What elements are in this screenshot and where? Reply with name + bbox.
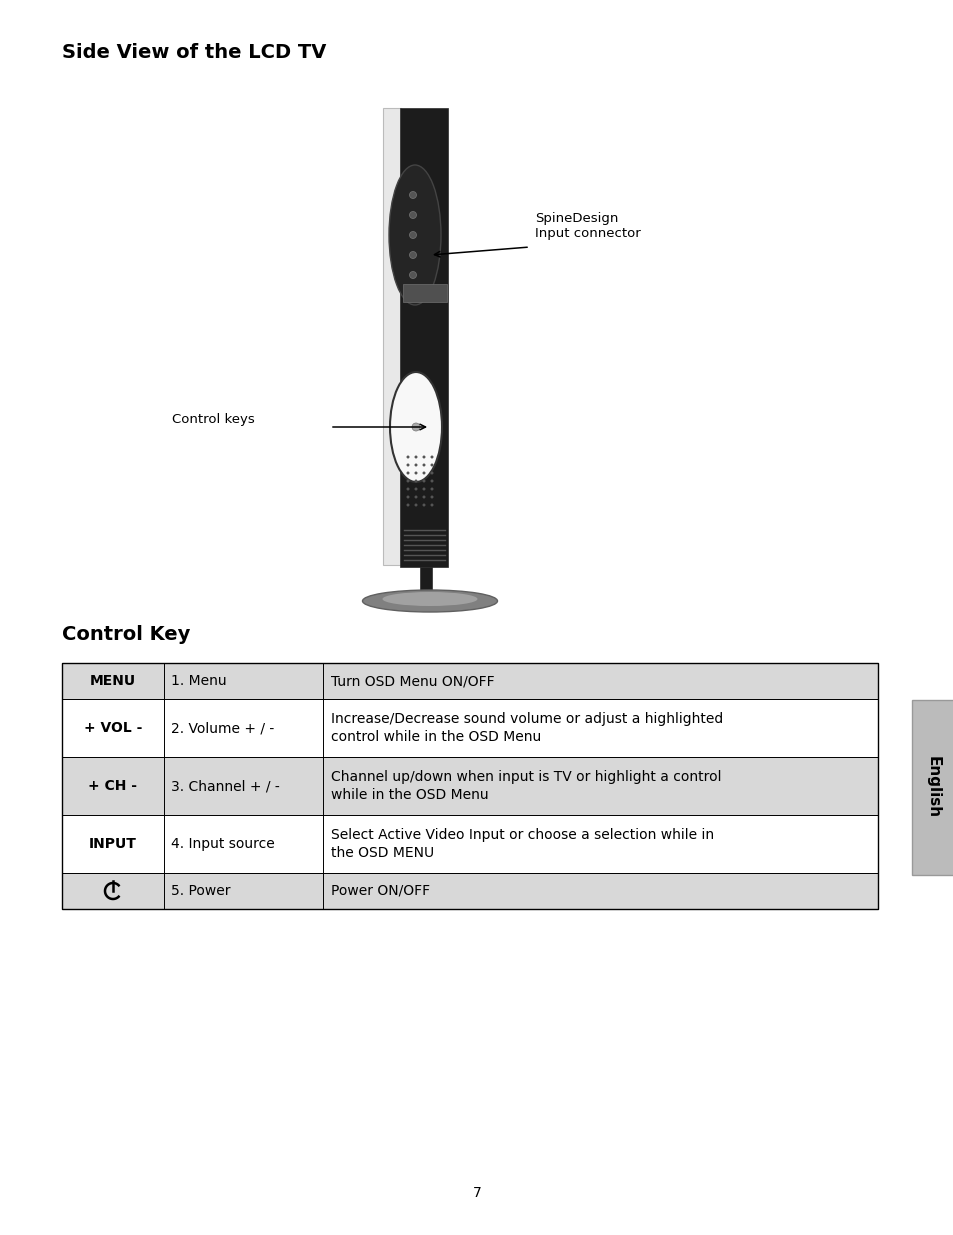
Circle shape xyxy=(406,472,409,474)
Circle shape xyxy=(422,504,425,506)
Ellipse shape xyxy=(362,590,497,613)
Text: Control keys: Control keys xyxy=(172,412,254,426)
Circle shape xyxy=(412,424,419,431)
Text: 5. Power: 5. Power xyxy=(171,884,231,898)
Text: Power ON/OFF: Power ON/OFF xyxy=(331,884,430,898)
Text: Control Key: Control Key xyxy=(62,625,191,643)
Circle shape xyxy=(406,488,409,490)
Bar xyxy=(402,284,447,303)
Circle shape xyxy=(422,456,425,458)
Ellipse shape xyxy=(390,372,441,482)
Circle shape xyxy=(422,479,425,483)
Text: 2. Volume + / -: 2. Volume + / - xyxy=(171,721,274,735)
Ellipse shape xyxy=(389,165,440,305)
Circle shape xyxy=(406,456,409,458)
Text: MENU: MENU xyxy=(90,674,136,688)
Circle shape xyxy=(430,488,433,490)
Text: Select Active Video Input or choose a selection while in
the OSD MENU: Select Active Video Input or choose a se… xyxy=(331,827,714,861)
Text: English: English xyxy=(924,756,940,819)
Circle shape xyxy=(414,456,417,458)
Circle shape xyxy=(406,479,409,483)
Bar xyxy=(62,873,877,909)
Text: 4. Input source: 4. Input source xyxy=(171,837,274,851)
Circle shape xyxy=(406,463,409,467)
Circle shape xyxy=(414,495,417,499)
Text: + VOL -: + VOL - xyxy=(84,721,142,735)
Circle shape xyxy=(422,472,425,474)
Text: SpineDesign
Input connector: SpineDesign Input connector xyxy=(535,212,640,240)
Circle shape xyxy=(406,495,409,499)
Circle shape xyxy=(422,463,425,467)
Bar xyxy=(62,757,877,815)
Circle shape xyxy=(430,479,433,483)
Circle shape xyxy=(430,504,433,506)
Bar xyxy=(62,699,877,757)
Bar xyxy=(62,663,877,909)
Circle shape xyxy=(414,472,417,474)
Circle shape xyxy=(414,479,417,483)
Circle shape xyxy=(409,272,416,279)
Circle shape xyxy=(409,211,416,219)
Text: 7: 7 xyxy=(472,1186,481,1200)
Circle shape xyxy=(430,463,433,467)
Bar xyxy=(382,107,400,564)
Bar xyxy=(62,815,877,873)
Circle shape xyxy=(414,463,417,467)
Circle shape xyxy=(409,252,416,258)
Circle shape xyxy=(422,495,425,499)
Text: INPUT: INPUT xyxy=(89,837,137,851)
Circle shape xyxy=(409,191,416,199)
Circle shape xyxy=(430,495,433,499)
Circle shape xyxy=(414,504,417,506)
Bar xyxy=(62,663,877,699)
Text: + CH -: + CH - xyxy=(89,779,137,793)
Circle shape xyxy=(406,504,409,506)
Bar xyxy=(419,567,432,595)
Circle shape xyxy=(409,231,416,238)
Circle shape xyxy=(422,488,425,490)
Bar xyxy=(399,107,448,567)
Text: Channel up/down when input is TV or highlight a control
while in the OSD Menu: Channel up/down when input is TV or high… xyxy=(331,769,720,803)
Text: 1. Menu: 1. Menu xyxy=(171,674,227,688)
Circle shape xyxy=(414,488,417,490)
Text: Side View of the LCD TV: Side View of the LCD TV xyxy=(62,43,326,62)
Text: Turn OSD Menu ON/OFF: Turn OSD Menu ON/OFF xyxy=(331,674,495,688)
Ellipse shape xyxy=(382,592,477,606)
Circle shape xyxy=(430,456,433,458)
Text: 3. Channel + / -: 3. Channel + / - xyxy=(171,779,279,793)
Text: Increase/Decrease sound volume or adjust a highlighted
control while in the OSD : Increase/Decrease sound volume or adjust… xyxy=(331,711,722,745)
Bar xyxy=(911,700,953,876)
Circle shape xyxy=(430,472,433,474)
